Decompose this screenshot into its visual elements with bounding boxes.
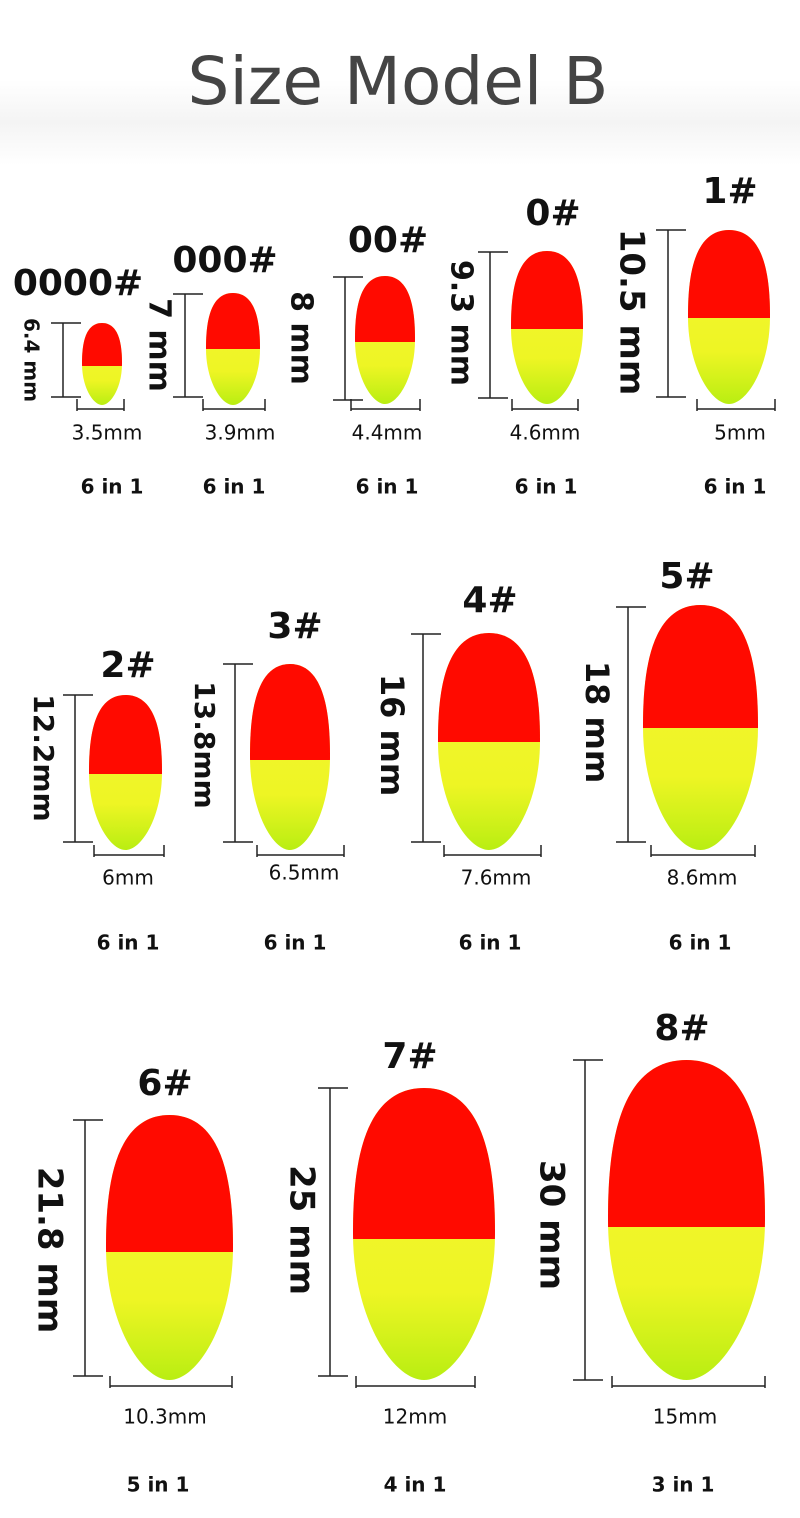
size-label: 7# [382,1036,437,1077]
float-item: 00# 8 mm 4.4mm 6 in 1 [284,220,429,499]
float-top [250,664,330,760]
count-text: 6 in 1 [704,475,767,499]
count-text: 6 in 1 [97,931,160,955]
float-top [82,323,122,366]
float-item: 7# 25 mm 12mm 4 in 1 [282,1036,495,1497]
height-text: 30 mm [532,1160,572,1290]
size-label: 3# [267,606,322,647]
width-text: 6.5mm [269,861,340,885]
count-text: 4 in 1 [384,1473,447,1497]
size-label: 00# [348,220,428,261]
count-text: 6 in 1 [669,931,732,955]
count-text: 6 in 1 [459,931,522,955]
size-label: 000# [172,240,277,281]
height-text: 21.8 mm [30,1167,70,1334]
float-item: 0# 9.3 mm 4.6mm 6 in 1 [444,193,583,499]
title: Size Model B [188,43,609,120]
float-top [206,293,260,349]
float-item: 8# 30 mm 15mm 3 in 1 [532,1008,766,1497]
size-label: 6# [137,1063,192,1104]
width-text: 3.9mm [205,421,276,445]
count-text: 6 in 1 [515,475,578,499]
height-text: 25 mm [282,1165,322,1295]
height-text: 13.8mm [188,681,221,808]
count-text: 6 in 1 [81,475,144,499]
width-text: 6mm [102,866,154,890]
width-text: 8.6mm [667,866,738,890]
height-text: 12.2mm [27,694,60,821]
float-top [353,1088,495,1239]
count-text: 6 in 1 [356,475,419,499]
height-text: 16 mm [373,674,411,796]
float-item: 0000# 6.4 mm 3.5mm 6 in 1 [13,263,144,499]
width-text: 5mm [714,421,766,445]
width-text: 15mm [653,1405,717,1429]
width-text: 4.4mm [352,421,423,445]
height-text: 9.3 mm [444,260,479,386]
width-text: 3.5mm [72,421,143,445]
width-text: 10.3mm [123,1405,207,1429]
count-text: 5 in 1 [127,1473,190,1497]
float-item: 4# 16 mm 7.6mm 6 in 1 [373,580,542,955]
float-top [106,1115,233,1252]
height-text: 10.5 mm [612,229,652,396]
width-text: 7.6mm [461,866,532,890]
float-top [511,251,583,329]
title-band [0,80,800,165]
height-text: 6.4 mm [20,318,44,402]
size-label: 2# [100,645,155,686]
size-label: 1# [702,171,757,212]
count-text: 3 in 1 [652,1473,715,1497]
float-top [438,633,540,742]
size-label: 5# [659,556,714,597]
float-item: 3# 13.8mm 6.5mm 6 in 1 [188,606,345,955]
float-top [355,276,415,342]
height-text: 18 mm [578,661,616,783]
height-text: 8 mm [284,291,319,385]
float-item: 2# 12.2mm 6mm 6 in 1 [27,645,165,955]
width-text: 12mm [383,1405,447,1429]
count-text: 6 in 1 [264,931,327,955]
count-text: 6 in 1 [203,475,266,499]
float-top [89,695,162,774]
float-item: 000# 7 mm 3.9mm 6 in 1 [142,240,278,499]
float-item: 6# 21.8 mm 10.3mm 5 in 1 [30,1063,233,1497]
size-label: 0000# [13,263,143,304]
float-item: 5# 18 mm 8.6mm 6 in 1 [578,556,758,955]
width-text: 4.6mm [510,421,581,445]
height-text: 7 mm [142,298,177,392]
size-label: 4# [462,580,517,621]
size-label: 8# [654,1008,709,1049]
float-top [608,1060,765,1227]
size-label: 0# [525,193,580,234]
float-item: 1# 10.5 mm 5mm 6 in 1 [612,171,776,499]
float-top [688,230,770,318]
float-top [643,605,758,728]
